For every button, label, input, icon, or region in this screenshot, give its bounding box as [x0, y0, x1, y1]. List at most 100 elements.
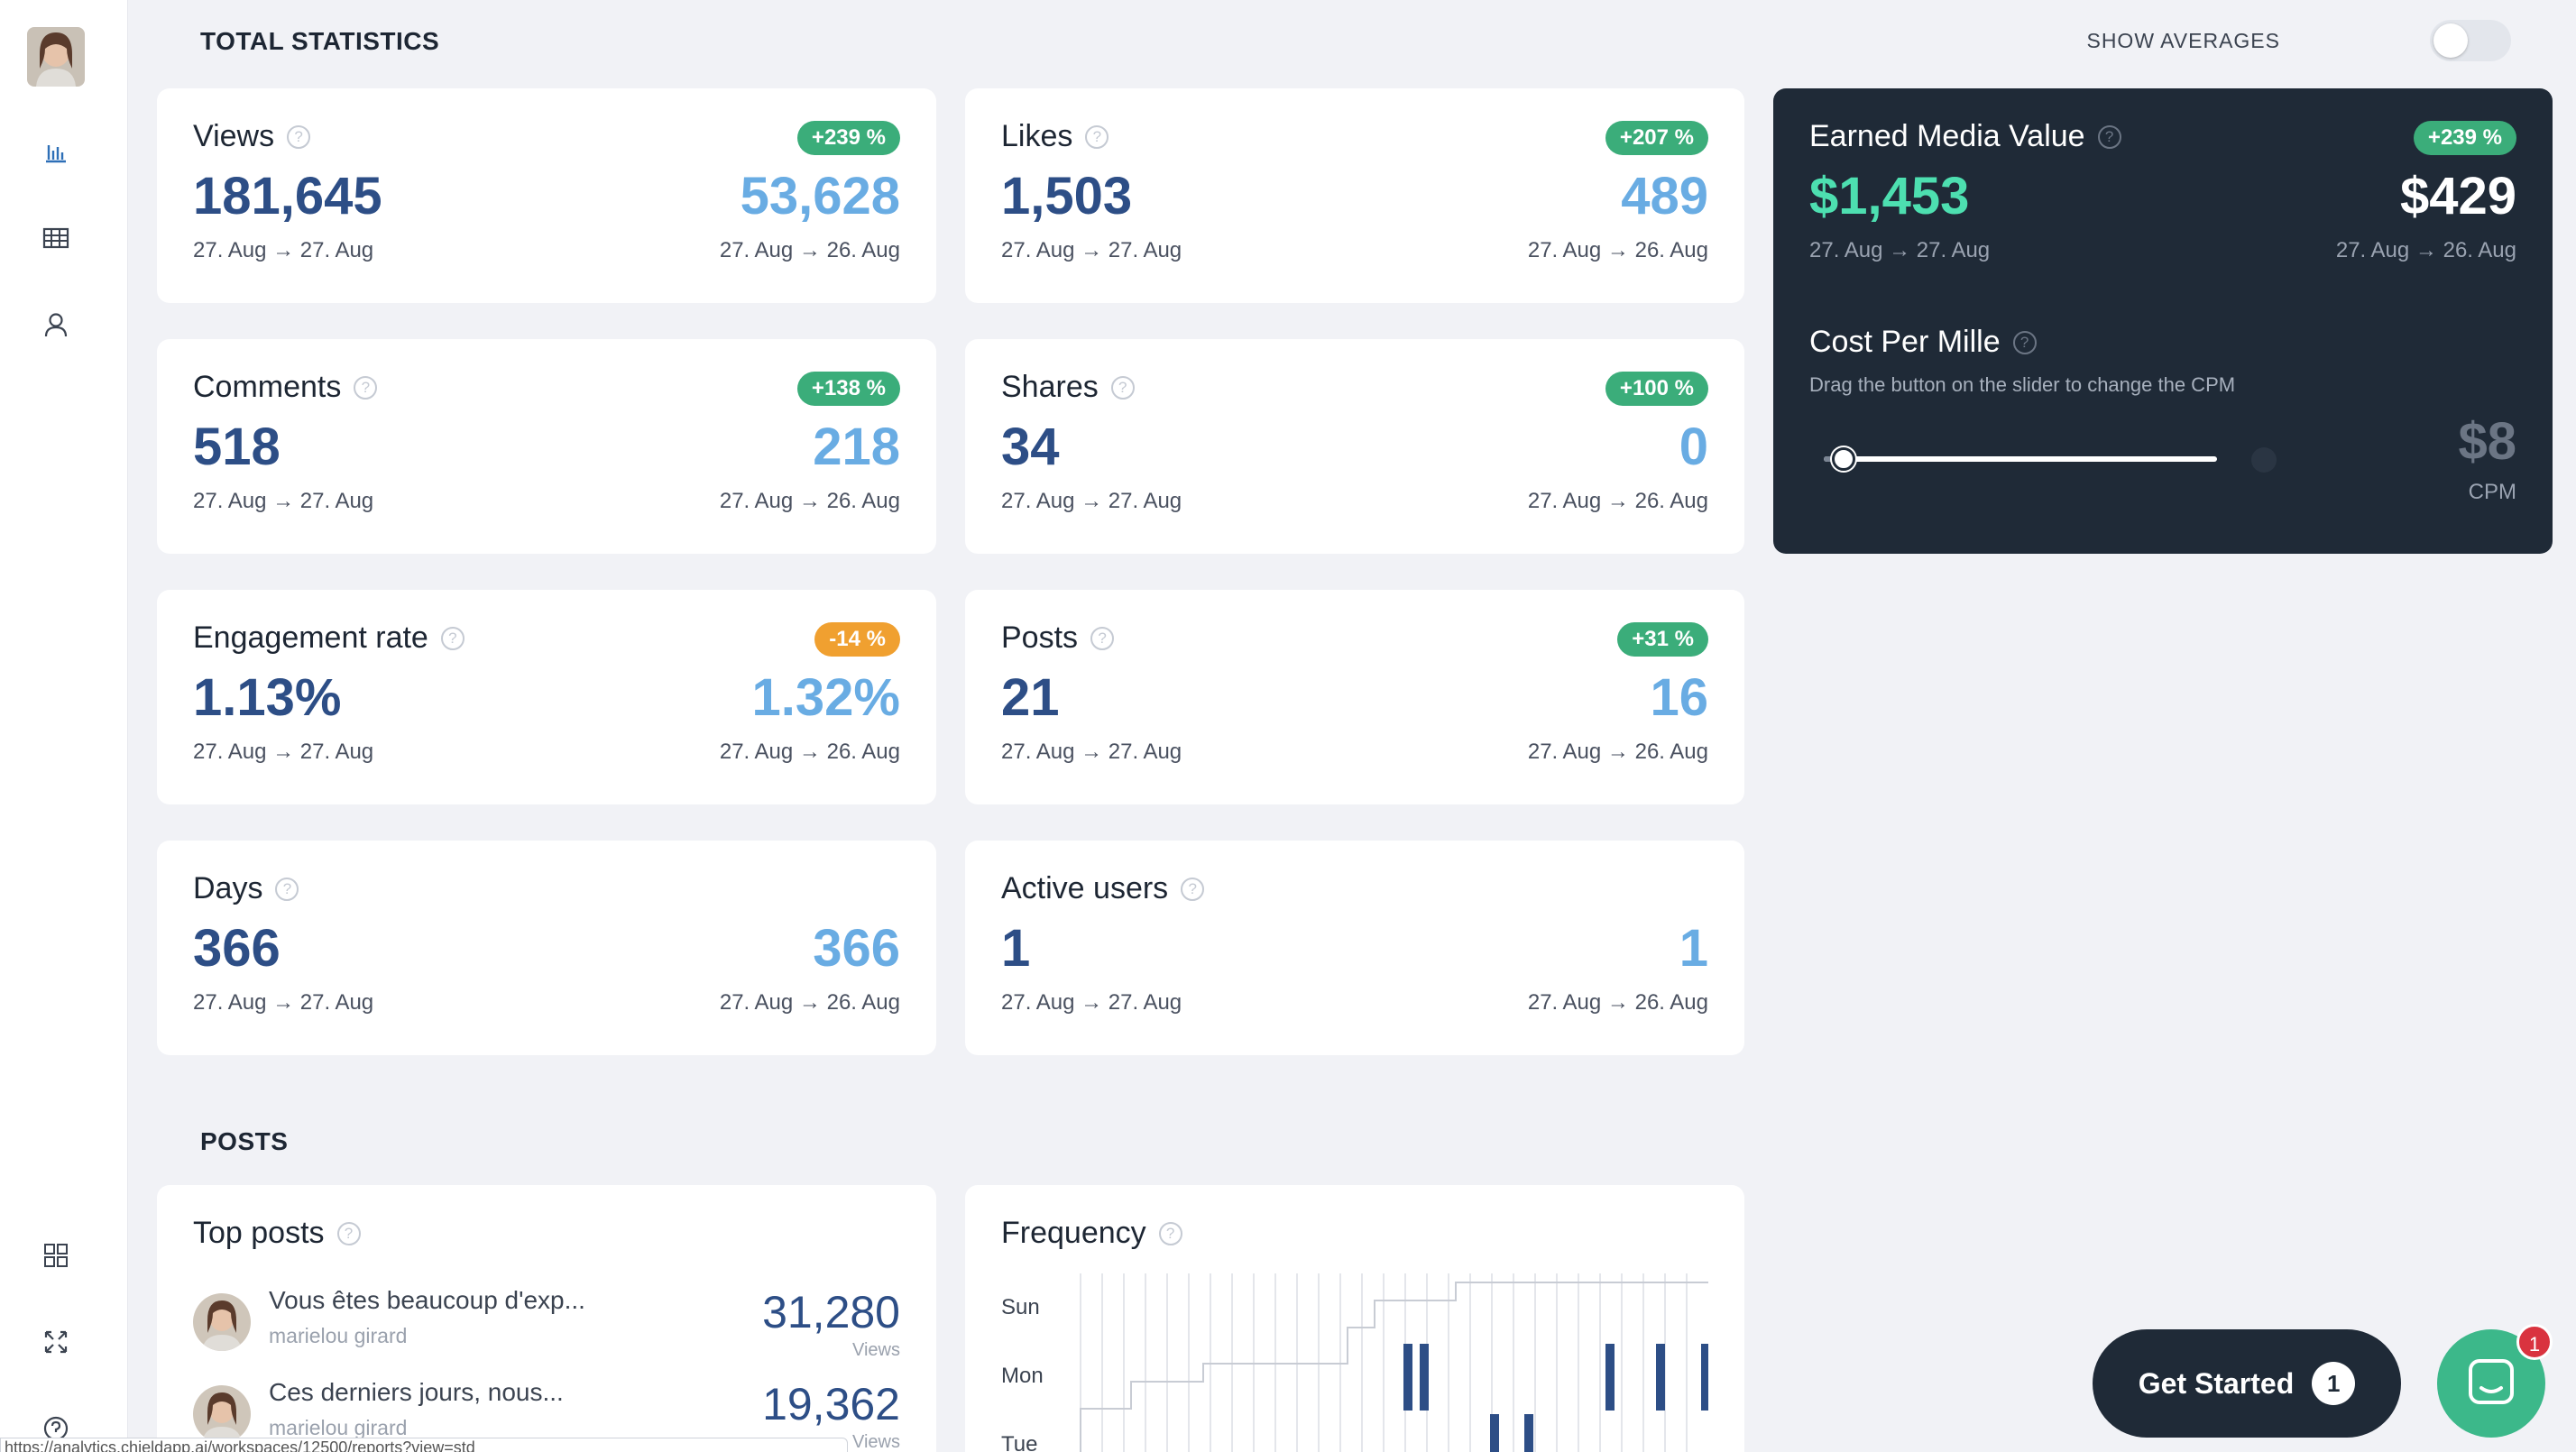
- day-label-tue: Tue: [1001, 1432, 1038, 1452]
- previous-date-range: 27. Aug → 26. Aug: [719, 990, 900, 1015]
- get-started-label: Get Started: [2138, 1366, 2295, 1400]
- get-started-button[interactable]: Get Started 1: [2093, 1329, 2401, 1438]
- table-icon[interactable]: [36, 218, 76, 258]
- days-value: 366: [193, 919, 281, 978]
- change-badge: +138 %: [796, 372, 900, 406]
- views-label: Views: [193, 119, 275, 153]
- cpm-unit: CPM: [2468, 480, 2516, 504]
- previous-date-range: 27. Aug → 26. Aug: [719, 238, 900, 262]
- help-icon[interactable]: ?: [2012, 330, 2037, 354]
- current-date-range: 27. Aug → 27. Aug: [193, 990, 374, 1015]
- change-badge: +239 %: [2413, 121, 2516, 155]
- current-date-range: 27. Aug → 27. Aug: [1001, 740, 1182, 764]
- user-avatar[interactable]: [27, 27, 85, 87]
- help-icon[interactable]: ?: [1110, 375, 1135, 400]
- slider-handle[interactable]: [1832, 447, 1855, 471]
- current-date-range: 27. Aug → 27. Aug: [1001, 990, 1182, 1015]
- avatar: [193, 1293, 251, 1351]
- panel-label: Frequency?: [1001, 1216, 1182, 1251]
- help-icon[interactable]: ?: [1158, 1221, 1182, 1245]
- frequency-panel: Frequency? Sun Mon Tue: [965, 1185, 1744, 1452]
- emv-label: Earned Media Value: [1809, 119, 2085, 153]
- change-badge: -14 %: [814, 622, 900, 657]
- bar-chart-icon[interactable]: [36, 132, 76, 171]
- show-averages-label: SHOW AVERAGES: [2086, 29, 2280, 52]
- emv-value: $1,453: [1809, 167, 1970, 225]
- help-icon[interactable]: ?: [440, 626, 465, 650]
- posts-card: Posts? +31 % 21 16 27. Aug → 27. Aug 27.…: [965, 590, 1744, 804]
- card-label: Earned Media Value?: [1809, 119, 2121, 154]
- avatar: [193, 1385, 251, 1443]
- post-views-label: Views: [852, 1432, 900, 1452]
- change-badge: +239 %: [796, 121, 900, 155]
- post-author: marielou girard: [269, 1416, 408, 1439]
- expand-icon[interactable]: [36, 1322, 76, 1362]
- slider-end-dot: [2251, 447, 2277, 473]
- active-users-value: 1: [1001, 919, 1031, 978]
- cpm-label: Cost Per Mille: [1809, 325, 2001, 359]
- show-averages-toggle[interactable]: [2430, 20, 2511, 61]
- help-icon[interactable]: ?: [336, 1221, 361, 1245]
- current-date-range: 27. Aug → 27. Aug: [193, 489, 374, 513]
- cpm-title: Cost Per Mille?: [1809, 325, 2037, 360]
- shares-label: Shares: [1001, 370, 1099, 404]
- post-views: 19,362: [762, 1379, 900, 1429]
- help-icon[interactable]: ?: [1085, 124, 1109, 149]
- frequency-mark: [1490, 1414, 1499, 1452]
- panel-label: Top posts?: [193, 1216, 361, 1251]
- engagement-rate-card: Engagement rate? -14 % 1.13% 1.32% 27. A…: [157, 590, 936, 804]
- active-users-label: Active users: [1001, 871, 1169, 905]
- help-icon[interactable]: ?: [1181, 877, 1205, 901]
- emv-prev-value: $429: [2399, 167, 2516, 225]
- total-statistics-title: TOTAL STATISTICS: [200, 27, 440, 55]
- card-label: Days?: [193, 871, 299, 906]
- cpm-slider[interactable]: [1824, 447, 2217, 471]
- comments-prev-value: 218: [813, 418, 900, 476]
- list-item[interactable]: Ces derniers jours, nous... marielou gir…: [193, 1378, 900, 1452]
- help-icon[interactable]: ?: [275, 877, 299, 901]
- card-label: Posts?: [1001, 620, 1115, 656]
- comments-card: Comments? +138 % 518 218 27. Aug → 27. A…: [157, 339, 936, 554]
- help-icon[interactable]: ?: [2097, 124, 2121, 149]
- help-icon[interactable]: ?: [287, 124, 311, 149]
- posts-value: 21: [1001, 668, 1060, 727]
- day-label-sun: Sun: [1001, 1295, 1040, 1319]
- card-label: Views?: [193, 119, 311, 154]
- change-badge: +31 %: [1617, 622, 1708, 657]
- grid-icon[interactable]: [36, 1236, 76, 1275]
- post-views-label: Views: [852, 1340, 900, 1360]
- views-prev-value: 53,628: [740, 167, 900, 225]
- previous-date-range: 27. Aug → 26. Aug: [1527, 238, 1708, 262]
- shares-card: Shares? +100 % 34 0 27. Aug → 27. Aug 27…: [965, 339, 1744, 554]
- frequency-label: Frequency: [1001, 1216, 1146, 1250]
- top-posts-label: Top posts: [193, 1216, 325, 1250]
- shares-value: 34: [1001, 418, 1060, 476]
- posts-label: Posts: [1001, 620, 1079, 655]
- frequency-mark: [1403, 1344, 1412, 1411]
- get-started-count: 1: [2312, 1362, 2356, 1405]
- post-author: marielou girard: [269, 1324, 408, 1347]
- top-posts-panel: Top posts? Vous êtes beaucoup d'exp... m…: [157, 1185, 936, 1452]
- list-item[interactable]: Vous êtes beaucoup d'exp... marielou gir…: [193, 1286, 900, 1360]
- active-users-prev-value: 1: [1679, 919, 1708, 978]
- frequency-mark: [1420, 1344, 1429, 1411]
- change-badge: +207 %: [1605, 121, 1708, 155]
- current-date-range: 27. Aug → 27. Aug: [1809, 238, 1991, 262]
- previous-date-range: 27. Aug → 26. Aug: [2335, 238, 2516, 262]
- previous-date-range: 27. Aug → 26. Aug: [1527, 489, 1708, 513]
- help-icon[interactable]: ?: [354, 375, 378, 400]
- card-label: Engagement rate?: [193, 620, 465, 656]
- frequency-mark: [1605, 1344, 1615, 1411]
- days-card: Days? 366 366 27. Aug → 27. Aug 27. Aug …: [157, 841, 936, 1055]
- user-icon[interactable]: [36, 305, 76, 345]
- chat-icon: [2469, 1359, 2514, 1404]
- help-icon[interactable]: ?: [1090, 626, 1115, 650]
- days-label: Days: [193, 871, 263, 905]
- frequency-mark: [1701, 1344, 1708, 1411]
- card-label: Comments?: [193, 370, 378, 405]
- likes-value: 1,503: [1001, 167, 1133, 225]
- status-url: https://analytics.chieldapp.ai/workspace…: [0, 1438, 848, 1452]
- likes-label: Likes: [1001, 119, 1073, 153]
- step-line: [1080, 1282, 1708, 1452]
- card-label: Likes?: [1001, 119, 1109, 154]
